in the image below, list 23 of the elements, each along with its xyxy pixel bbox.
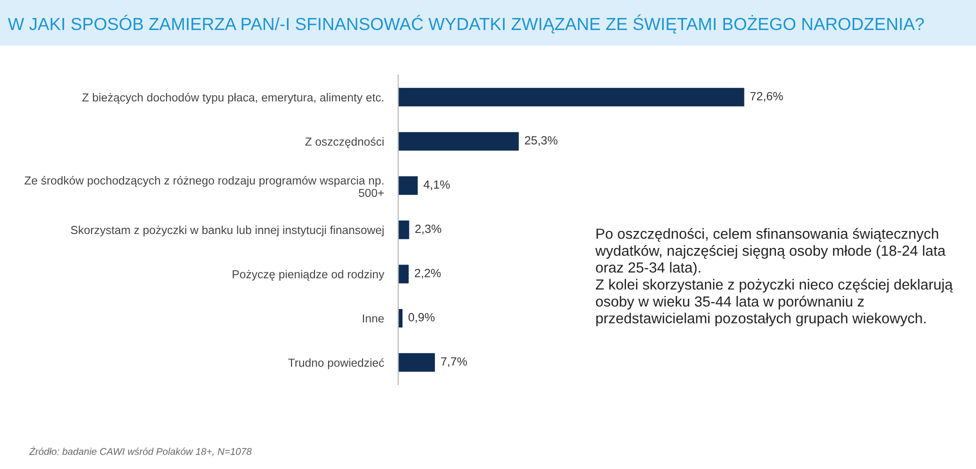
y-tick-label: Z oszczędności: [305, 137, 384, 148]
data-label: 25,3%: [524, 136, 558, 146]
bar: [398, 176, 418, 195]
y-tick-label: Skorzystam z pożyczki w banku lub innej instytucji finansowej: [70, 226, 384, 236]
data-label: 0,9%: [408, 313, 435, 323]
y-tick-label: Ze środków pochodzących z różnego rodzaju programów wsparcia np. 500+: [24, 176, 384, 197]
y-tick-label: Pożyczę pieniądze od rodziny: [232, 270, 384, 281]
data-label: 2,3%: [415, 224, 442, 234]
annotation: Po oszczędności, celem sfinansowania świątecznych wydatków, najczęściej sięgną osoby młode (18-24 lata oraz 25-34 lata). Z kolei skorzystanie z pożyczki nieco częściej deklarują osoby w wieku 35-44 lata w porównaniu z przedstawicielami pozostałych grupach wiekowych.: [595, 228, 953, 326]
data-label: 72,6%: [750, 92, 783, 102]
bar: [398, 132, 519, 151]
bar: [398, 88, 744, 106]
y-tick-label: Z bieżących dochodów typu płaca, emerytura, alimenty etc.: [82, 92, 384, 104]
data-label: 2,2%: [414, 268, 441, 279]
bar: [398, 264, 409, 284]
bar: [398, 220, 410, 240]
y-tick-label: Trudno powiedzieć: [288, 358, 384, 370]
data-label: 4,1%: [424, 180, 450, 190]
data-label: 7,7%: [441, 357, 467, 368]
y-tick-label: Inne: [362, 314, 384, 323]
chart-title: W JAKI SPOSÓB ZAMIERZA PAN/-I SFINANSOWAĆ WYDATKI ZWIĄZANE ZE ŚWIĘTAMI BOŻEGO NARODZENIA?: [8, 14, 924, 34]
bar: [398, 353, 435, 372]
text: Źródło: badanie CAWI wśród Polaków 18+, N=1078: [29, 446, 252, 456]
